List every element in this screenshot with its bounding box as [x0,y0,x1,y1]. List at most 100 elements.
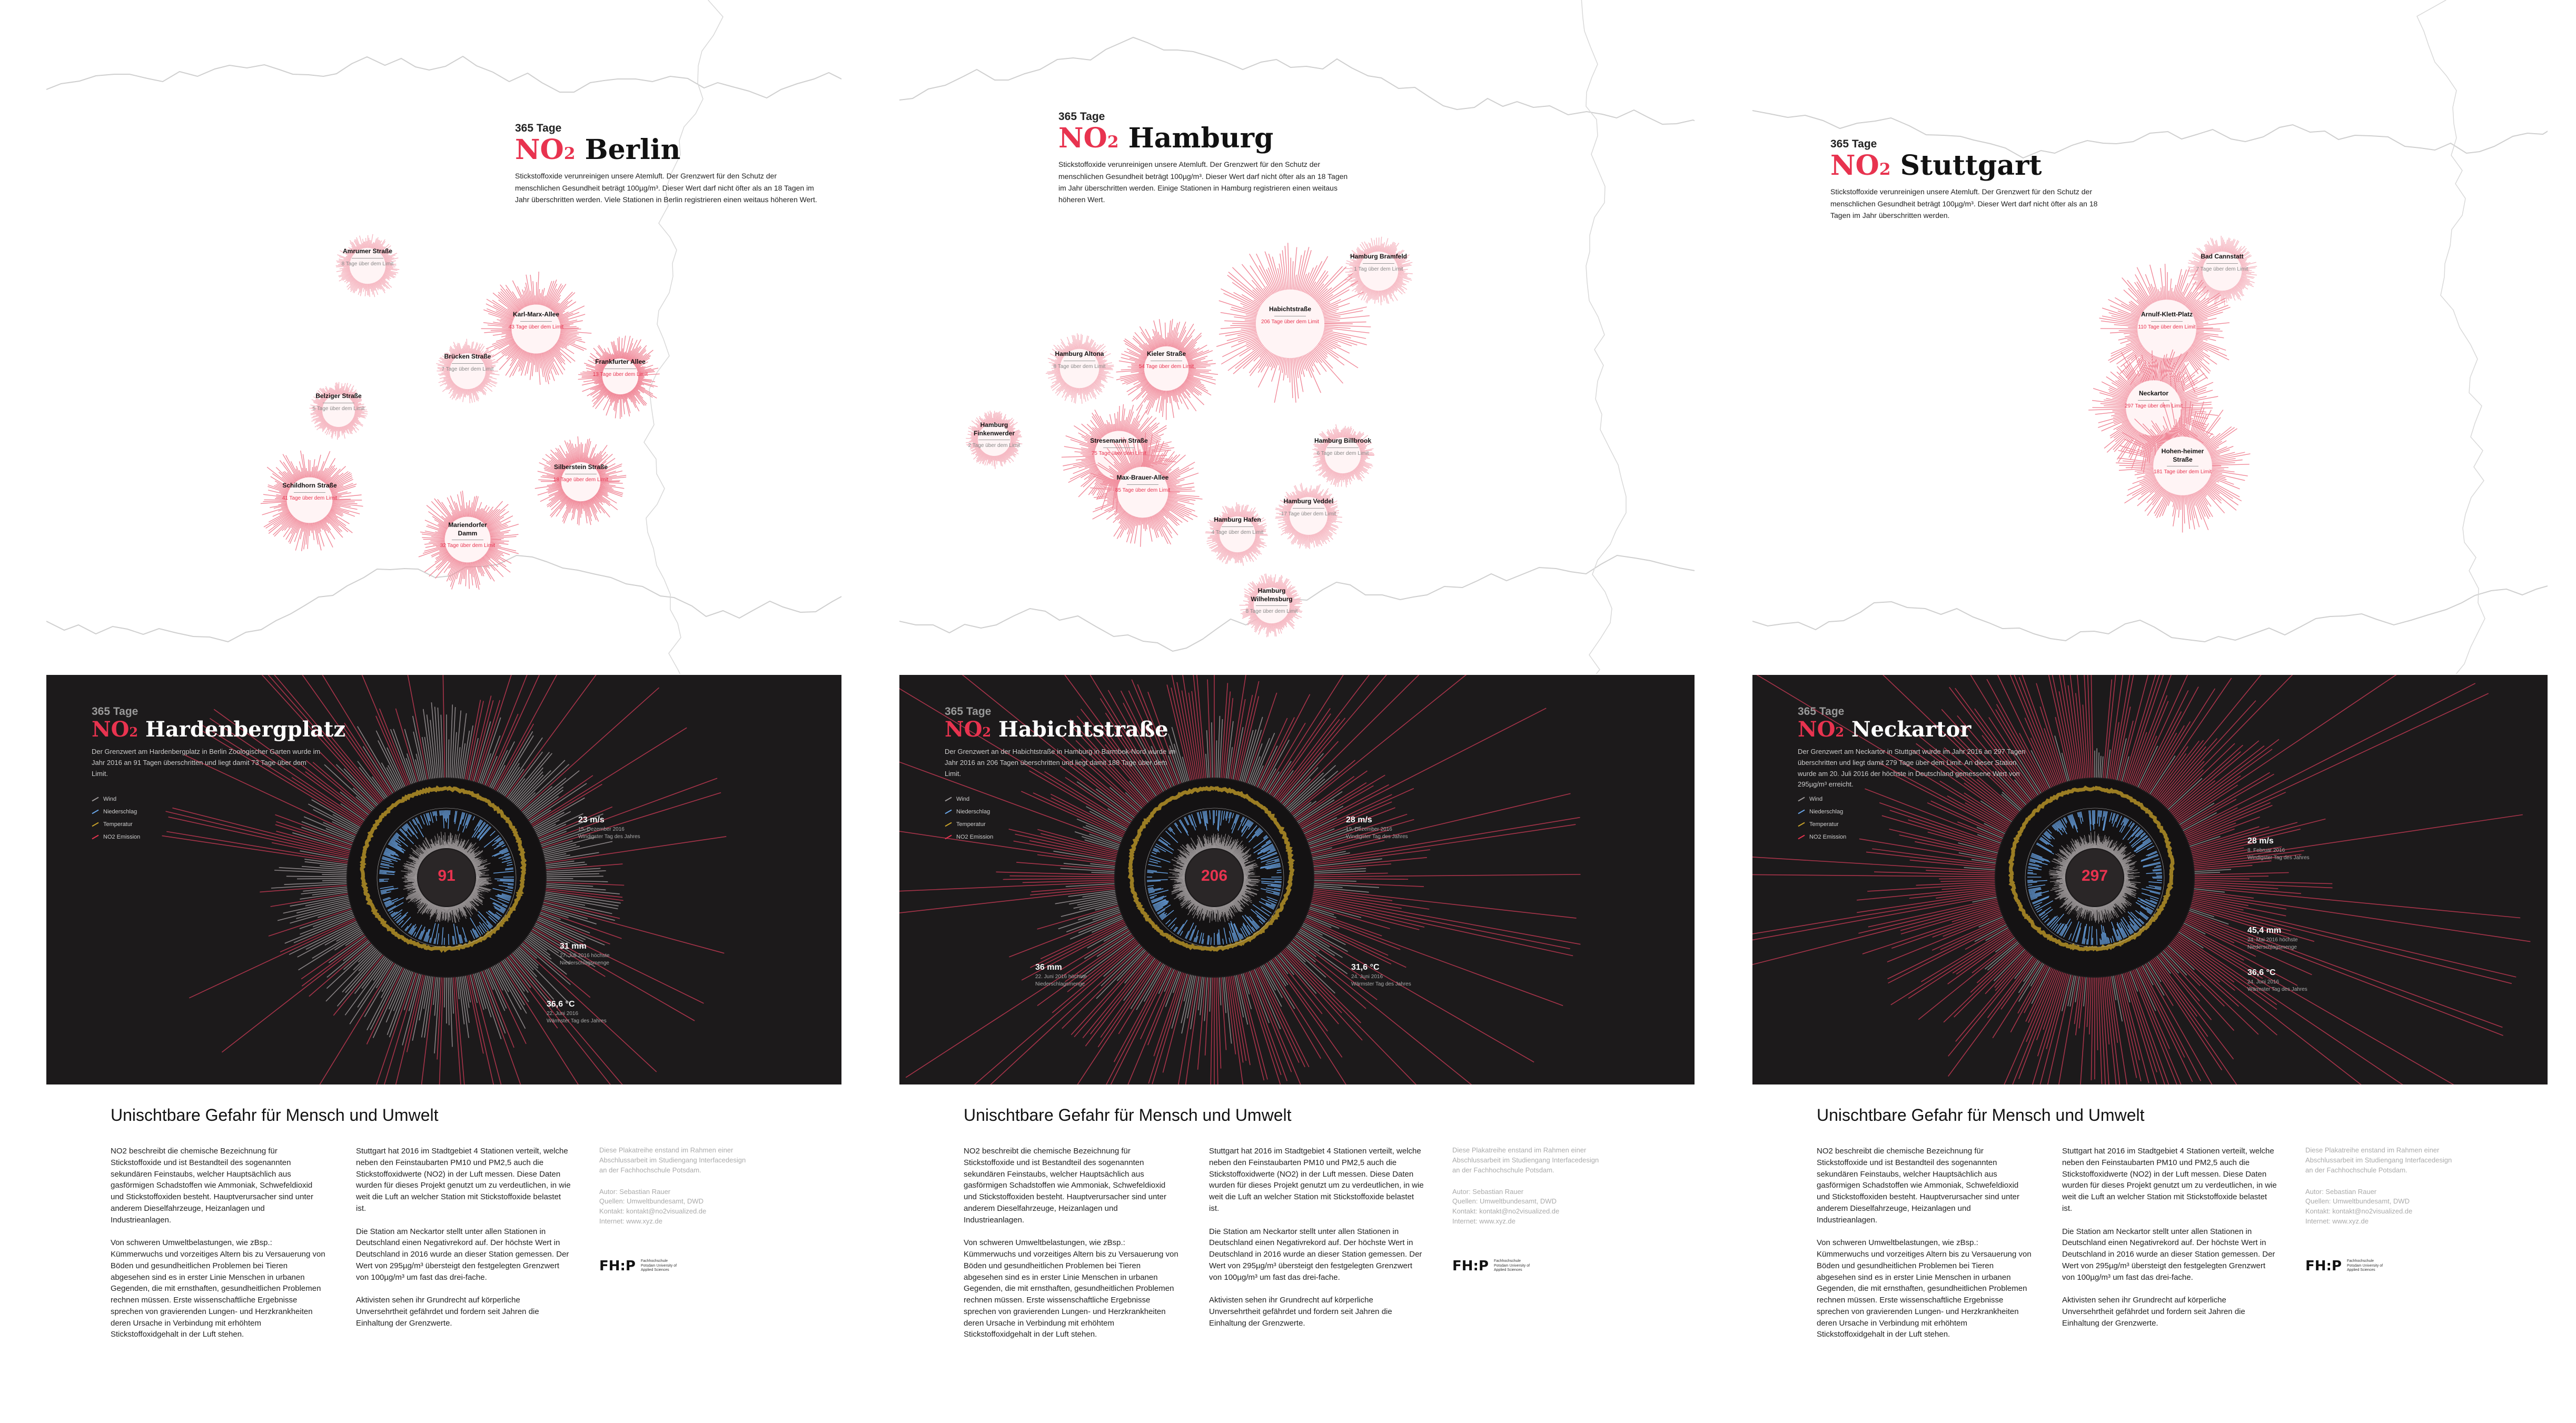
rain-bar [453,811,457,822]
wind-bar [461,839,469,852]
emission-bar [2063,675,2080,779]
emission-bar [523,778,567,814]
station-label[interactable]: Amrumer Straße 8 Tage über dem Limit [339,247,397,267]
wind-bar [2121,889,2136,896]
wind-bar [2104,841,2107,850]
rain-bar [1152,898,1163,903]
emission-bar [2162,951,2234,1031]
wind-bar [1242,885,1247,887]
wind-bar [443,835,445,849]
station-label[interactable]: Stresemann Straße 75 Tage über dem Limit [1090,437,1148,457]
wind-bar [1226,904,1233,918]
emission-bar [2134,969,2170,1049]
legend-label: Temperatur [103,821,133,828]
rain-bar [2039,839,2048,845]
emission-bar [1299,930,1343,958]
station-label[interactable]: Hamburg Bramfeld 1 Tag über dem Limit [1350,253,1408,273]
emission-bar [2191,818,2326,853]
station-label[interactable]: Schildhorn Straße 41 Tage über dem Limit [281,482,339,502]
emission-bar [531,930,606,977]
emission-bar [1085,825,1122,841]
rain-bar [1265,891,1280,896]
station-label[interactable]: Hamburg Wilhelmsburg 8 Tage über dem Limi… [1243,587,1301,615]
emission-bar [990,945,1142,1084]
wind-bar [1177,855,1190,863]
rain-bar [380,888,394,891]
rain-bar [380,866,390,869]
emission-bar [543,844,577,853]
rain-bar [1158,839,1168,846]
emission-bar [1096,788,1135,818]
emission-bar [1314,857,1427,869]
emission-bar [2186,792,2286,838]
emission-bar [2183,683,2476,833]
emission-bar [2189,835,2221,847]
station-label[interactable]: Hamburg Hafen 4 Tage über dem Limit [1208,516,1266,536]
station-label[interactable]: Bad Cannstatt 7 Tage über dem Limit [2193,253,2251,273]
wind-bar [472,891,478,894]
article: Unischtbare Gefahr für Mensch und Umwelt… [899,1084,1695,1423]
rain-bar [385,849,398,855]
rain-bar [1150,897,1155,899]
station-label[interactable]: Karl-Marx-Allee 43 Tage über dem Limit [507,311,565,331]
wind-bar [473,888,483,893]
emission-bar [2058,976,2078,1084]
wind-bar [1226,904,1230,909]
wind-bar [1175,883,1186,887]
station-label[interactable]: Frankfurter Allee 13 Tage über dem Limit [591,358,649,378]
paragraph: NO2 beschreibt die chemische Bezeichnung… [964,1147,1166,1225]
wind-bar [1174,880,1185,882]
wind-bar [2049,874,2066,877]
emission-bar [1270,708,1331,795]
rain-bar [1188,815,1193,826]
emission-bar [2193,814,2523,864]
station-label[interactable]: Habichtstraße 206 Tage über dem Limit [1261,305,1319,325]
station-label[interactable]: Mariendorfer Damm 32 Tage über dem Limit [439,521,497,549]
wind-bar [1179,885,1186,888]
emission-bar [1242,973,1250,995]
station-label[interactable]: Belziger Straße 5 Tage über dem Limit [310,392,368,412]
station-label[interactable]: Hamburg Finkenwerder 2 Tage über dem Limi… [965,421,1023,449]
station-label[interactable]: Kieler Straße 54 Tage über dem Limit [1137,350,1195,370]
station-halo [436,339,500,403]
city-map: Hamburg Bramfeld 1 Tag über dem Limit Habi… [899,0,1695,674]
emission-bar [2082,704,2088,778]
station-label[interactable]: Hamburg Veddel 17 Tage über dem Limit [1280,497,1337,518]
emission-bar [1943,946,2023,1023]
station-label[interactable]: Hamburg Billbrook 6 Tage über dem Limit [1314,437,1372,457]
station-label[interactable]: Hamburg Altona 8 Tage über dem Limit [1051,350,1108,370]
wind-bar [1192,900,1196,905]
station-label[interactable]: Brücken Straße 7 Tage über dem Limit [439,353,497,373]
rain-bar [501,856,511,860]
wind-bar [2122,887,2134,892]
emission-bar [1077,897,1116,905]
rain-bar [1161,914,1166,920]
emission-bar [540,911,561,920]
wind-bar [434,845,437,850]
station-label[interactable]: Neckartor 297 Tage über dem Limit [2125,390,2183,410]
emission-bar [1941,884,1995,890]
emission-bar [1043,922,1126,966]
emission-bar [1068,890,1115,897]
wind-bar [2063,848,2074,858]
emission-bar [291,777,363,824]
emission-bar [162,835,348,864]
wind-bar [2076,840,2082,852]
station-label[interactable]: Silberstein Straße 18 Tage über dem Limit [552,463,610,483]
wind-bar [468,852,475,859]
wind-bar [2077,903,2082,911]
station-label[interactable]: Max-Brauer-Allee 85 Tage über dem Limit [1114,474,1172,494]
station-label[interactable]: Hohen-heimer Straße 181 Tage über dem Lim… [2154,447,2212,475]
rain-bar [2112,936,2115,942]
rain-bar [2031,854,2049,861]
wind-bar [1243,872,1248,873]
rain-bar [2119,923,2127,937]
emission-bar [1263,768,1276,791]
station-label[interactable]: Arnulf-Klett-Platz 110 Tage über dem Limi… [2138,311,2196,331]
emission-bar [300,891,348,900]
rain-bar [401,917,411,928]
wind-bar [1178,892,1190,899]
emission-bar [1314,878,1409,880]
wind-bar [475,880,489,882]
rain-bar [488,910,500,920]
